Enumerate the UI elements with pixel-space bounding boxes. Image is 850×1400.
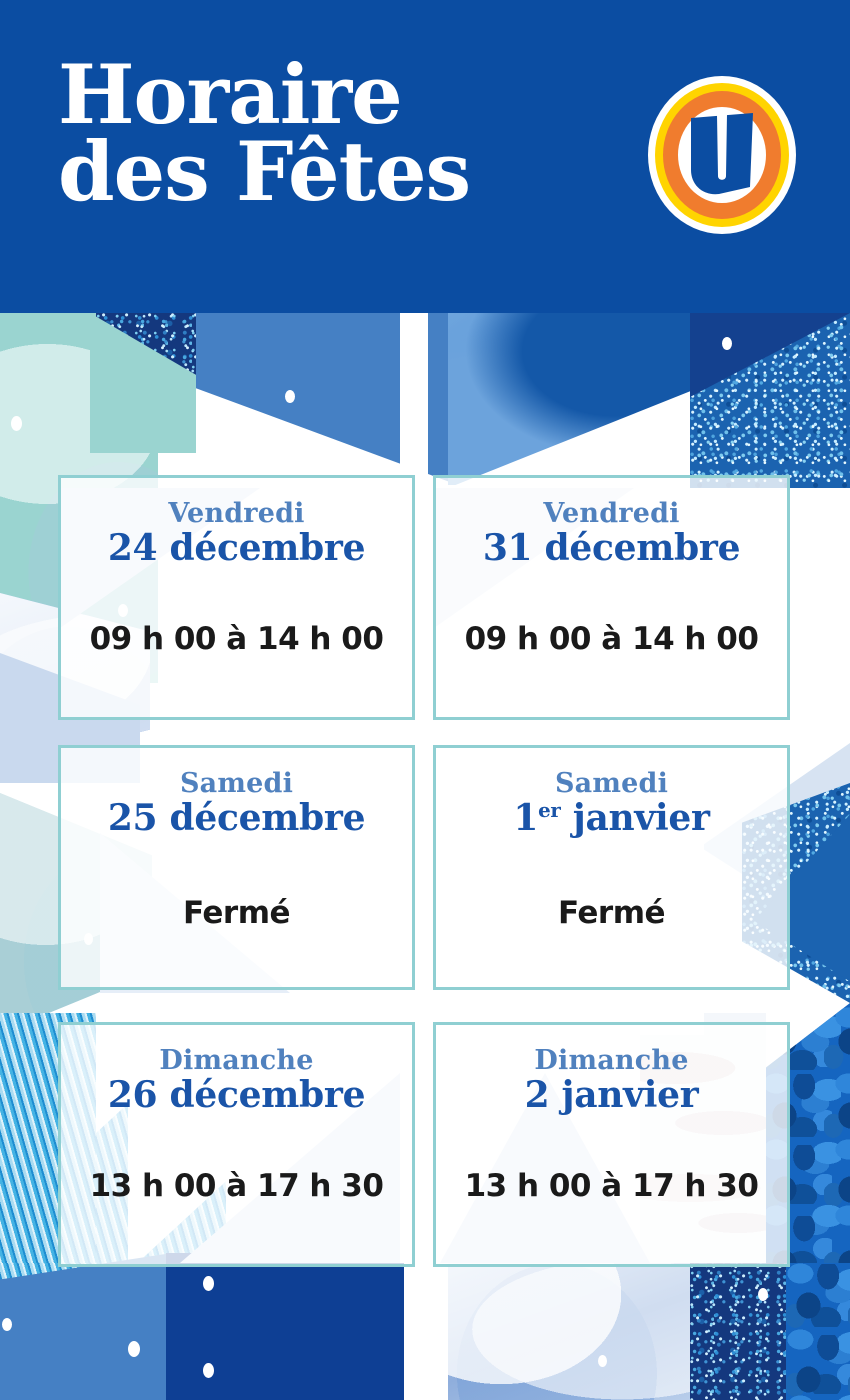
- title-line-2: des Fêtes: [58, 124, 471, 220]
- card-hours: 09 h 00 à 14 h 00: [89, 621, 384, 657]
- schedule-card: Samedi 1er janvier Fermé: [433, 745, 790, 990]
- bg-panel-glitter-bottomright: [690, 1253, 804, 1400]
- decorative-dot: [203, 1276, 214, 1291]
- decorative-dot: [128, 1341, 140, 1357]
- card-date: 31 décembre: [482, 527, 741, 570]
- card-hours: 13 h 00 à 17 h 30: [464, 1168, 759, 1204]
- schedule-card: Dimanche 26 décembre 13 h 00 à 17 h 30: [58, 1022, 415, 1267]
- schedule-card: Dimanche 2 janvier 13 h 00 à 17 h 30: [433, 1022, 790, 1267]
- decorative-dot: [722, 337, 732, 350]
- card-day: Dimanche: [534, 1045, 689, 1076]
- card-date-ordinal: er: [538, 798, 561, 823]
- schedule-card: Vendredi 31 décembre 09 h 00 à 14 h 00: [433, 475, 790, 720]
- bg-panel-wash-bottomright: [448, 1253, 690, 1400]
- poster-header: Horaire des Fêtes: [0, 0, 850, 313]
- card-hours: 13 h 00 à 17 h 30: [89, 1168, 384, 1204]
- schedule-card: Samedi 25 décembre Fermé: [58, 745, 415, 990]
- card-date: 24 décembre: [107, 527, 366, 570]
- card-date: 25 décembre: [107, 797, 366, 840]
- uniprix-logo: [647, 75, 797, 235]
- bg-panel-medium-blue-bottom: [0, 1253, 172, 1400]
- card-date-month: janvier: [572, 797, 710, 840]
- decorative-dot: [2, 1318, 12, 1331]
- card-day: Vendredi: [168, 498, 305, 529]
- decorative-dot: [598, 1355, 607, 1367]
- card-hours: 09 h 00 à 14 h 00: [464, 621, 759, 657]
- schedule-grid: Vendredi 24 décembre 09 h 00 à 14 h 00 V…: [0, 313, 850, 1400]
- card-hours: Fermé: [557, 895, 666, 931]
- card-day: Vendredi: [543, 498, 680, 529]
- card-day: Dimanche: [159, 1045, 314, 1076]
- title-line-1: Horaire: [58, 48, 403, 143]
- bg-gutter-vertical-bottom: [404, 1243, 434, 1400]
- card-day: Samedi: [179, 768, 294, 799]
- page-title: Horaire des Fêtes: [58, 55, 618, 220]
- decorative-dot: [285, 390, 295, 403]
- card-date: 1er janvier: [436, 798, 787, 838]
- bg-gutter-vertical-top: [400, 313, 428, 495]
- card-day: Samedi: [554, 768, 669, 799]
- card-date-number: 1: [513, 797, 539, 840]
- card-hours: Fermé: [182, 895, 291, 931]
- schedule-card: Vendredi 24 décembre 09 h 00 à 14 h 00: [58, 475, 415, 720]
- decorative-dot: [758, 1288, 768, 1301]
- decorative-dot: [203, 1363, 214, 1378]
- decorative-dot: [11, 416, 22, 431]
- card-date: 2 janvier: [524, 1074, 699, 1117]
- card-date: 26 décembre: [107, 1074, 366, 1117]
